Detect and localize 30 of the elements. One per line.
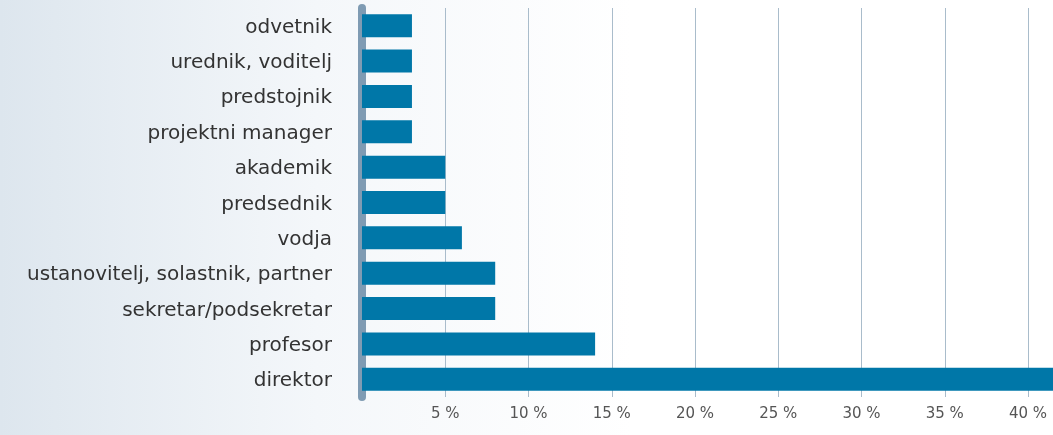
y-tick-label: predsednik: [221, 190, 333, 215]
bar: [362, 332, 596, 356]
y-tick-label: predstojnik: [220, 84, 333, 109]
x-tick-label: 35 %: [925, 403, 964, 422]
bar: [362, 297, 496, 321]
bar: [362, 367, 1053, 391]
x-tick-label: 10 %: [509, 403, 548, 422]
y-tick-label: projektni manager: [147, 119, 333, 144]
bar: [362, 49, 412, 73]
x-tick-label: 40 %: [1008, 403, 1048, 422]
y-tick-label: sekretar/podsekretar: [122, 296, 333, 321]
bar: [362, 226, 462, 250]
x-tick-label: 30 %: [842, 403, 881, 422]
x-tick-label: 15 %: [592, 403, 631, 422]
y-tick-label: vodja: [277, 225, 332, 250]
y-tick-label: urednik, voditelj: [170, 49, 332, 74]
bar: [362, 84, 412, 108]
y-tick-label: profesor: [249, 331, 333, 356]
y-tick-label: ustanovitelj, solastnik, partner: [27, 261, 333, 286]
x-tick-label: 5 %: [430, 403, 460, 422]
x-tick-label: 25 %: [759, 403, 798, 422]
bar: [362, 14, 412, 38]
x-tick-label: 20 %: [675, 403, 715, 422]
bar: [362, 155, 446, 179]
bar: [362, 191, 446, 214]
y-tick-label: direktor: [253, 367, 333, 392]
bar: [362, 120, 412, 144]
bar: [362, 261, 496, 285]
y-tick-label: akademik: [234, 155, 333, 180]
y-tick-label: odvetnik: [245, 13, 333, 38]
